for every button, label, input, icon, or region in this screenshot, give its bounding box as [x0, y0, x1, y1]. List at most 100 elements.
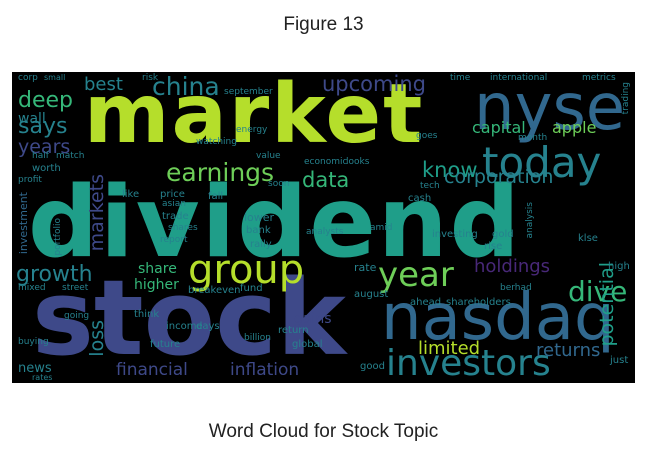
- word-trade: trade: [162, 211, 189, 222]
- word-profit: profit: [18, 175, 42, 185]
- word-rally: rally: [250, 239, 272, 250]
- word-economic: economic: [304, 157, 348, 167]
- word-stock: stock: [32, 257, 346, 379]
- word-market: market: [84, 72, 425, 162]
- word-potential: potential: [596, 262, 618, 347]
- word-time: time: [450, 73, 471, 83]
- word-years: years: [18, 136, 71, 158]
- word-mixed: mixed: [18, 283, 46, 293]
- word-gains: gains: [294, 311, 332, 327]
- word-match: match: [56, 151, 85, 161]
- word-soon: soon: [268, 179, 290, 189]
- word-goes: goes: [416, 131, 438, 141]
- word-corporation: corporation: [444, 166, 554, 188]
- word-klse: klse: [578, 233, 598, 244]
- word-cloud: dividend stock market nasdaq nyse invest…: [12, 72, 635, 383]
- word-income: income: [166, 321, 203, 332]
- word-september: september: [224, 87, 273, 97]
- word-best: best: [84, 74, 123, 95]
- word-investors: investors: [386, 343, 551, 383]
- word-corp: corp: [18, 73, 38, 83]
- word-days: days: [196, 321, 220, 332]
- word-good: good: [360, 361, 385, 372]
- word-group: group: [188, 247, 305, 293]
- word-investing: investing: [432, 229, 478, 240]
- word-gold: gold: [492, 229, 514, 240]
- word-dividend: dividend: [28, 166, 522, 280]
- word-nasdaq: nasdaq: [381, 281, 615, 355]
- word-tech: tech: [420, 181, 440, 191]
- word-metrics: metrics: [582, 73, 616, 83]
- word-month: month: [518, 133, 548, 143]
- word-markets: markets: [86, 174, 108, 252]
- word-think: think: [134, 309, 160, 320]
- word-analysis: analysis: [525, 202, 535, 239]
- word-watching: watching: [196, 137, 237, 147]
- word-report: report: [160, 235, 188, 245]
- word-billion: billion: [244, 333, 271, 343]
- word-capital: capital: [472, 118, 526, 137]
- word-looks: looks: [346, 157, 370, 167]
- word-international: international: [490, 73, 548, 83]
- word-global: global: [292, 339, 323, 350]
- word-future: future: [150, 339, 181, 350]
- word-august: august: [354, 289, 389, 300]
- word-breakeven: breakeven: [188, 285, 241, 296]
- word-china: china: [152, 72, 220, 101]
- word-high: high: [608, 261, 630, 272]
- word-shareholders: shareholders: [446, 297, 511, 308]
- word-deep: deep: [18, 88, 73, 113]
- figure-label: Figure 13: [283, 14, 364, 35]
- word-buying: buying: [18, 337, 49, 347]
- word-rate: rate: [354, 261, 377, 274]
- word-growth: growth: [16, 262, 93, 287]
- word-wall: wall: [18, 111, 46, 127]
- word-holdings: holdings: [474, 256, 551, 277]
- word-trading: trading: [621, 82, 631, 115]
- word-ahead: ahead: [410, 297, 442, 308]
- word-berhad: berhad: [500, 283, 532, 293]
- word-nyse: nyse: [474, 72, 626, 145]
- word-rates: rates: [32, 373, 53, 382]
- word-inflation: inflation: [230, 360, 300, 380]
- word-analysts: analysts: [306, 227, 344, 237]
- word-price: price: [160, 189, 185, 200]
- word-worth: worth: [32, 163, 61, 174]
- word-financial: financial: [116, 360, 188, 380]
- word-dive: dive: [568, 275, 628, 308]
- word-small: small: [44, 73, 66, 82]
- word-cash: cash: [408, 193, 432, 204]
- word-value: value: [256, 151, 281, 161]
- word-going: going: [64, 311, 90, 321]
- word-fall: fall: [208, 191, 224, 202]
- word-street: street: [62, 283, 89, 293]
- word-asian: asian: [162, 199, 186, 209]
- word-earnings: earnings: [166, 158, 275, 187]
- word-year: year: [378, 255, 454, 295]
- word-loss: loss: [86, 320, 108, 357]
- word-like: like: [122, 189, 140, 200]
- word-investment: investment: [17, 192, 30, 255]
- word-portfolio: portfolio: [53, 218, 63, 256]
- word-return: return: [278, 325, 309, 336]
- word-apple: apple: [552, 118, 597, 137]
- word-upcoming: upcoming: [322, 72, 426, 96]
- figure-caption: Word Cloud for Stock Topic: [208, 421, 439, 442]
- word-know: know: [422, 158, 478, 182]
- word-just: just: [610, 355, 629, 366]
- word-shares: shares: [168, 223, 198, 233]
- word-half: half: [32, 151, 49, 161]
- word-lower: lower: [244, 211, 275, 224]
- word-data: data: [302, 168, 350, 192]
- word-returns: returns: [536, 340, 601, 361]
- word-fund: fund: [240, 283, 263, 294]
- word-rise: rise: [484, 241, 503, 252]
- word-amid: amid: [370, 223, 393, 233]
- word-bank: bank: [246, 225, 271, 236]
- word-energy: energy: [236, 125, 268, 135]
- word-higher: higher: [134, 277, 179, 293]
- word-today: today: [482, 138, 602, 187]
- word-risk: risk: [142, 73, 159, 83]
- word-share: share: [138, 261, 177, 277]
- word-limited: limited: [418, 338, 481, 359]
